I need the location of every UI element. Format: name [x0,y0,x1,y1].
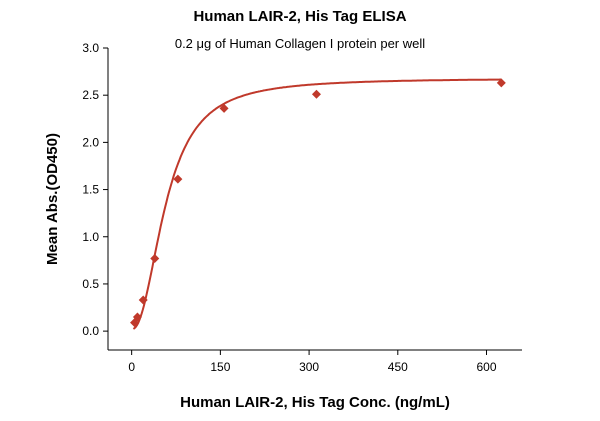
fit-curve [132,78,502,330]
data-point [138,295,148,305]
axes [107,48,522,351]
data-point [150,253,160,263]
chart-subtitle: 0.2 μg of Human Collagen I protein per w… [174,36,426,51]
x-tick-label: 450 [388,360,408,374]
x-tick-label: 0 [128,360,135,374]
y-tick-label: 0.0 [82,324,99,338]
data-point [173,174,183,184]
y-tick-label: 2.0 [82,135,99,149]
y-tick-label: 2.5 [82,88,99,102]
x-axis-label: Human LAIR-2, His Tag Conc. (ng/mL) [180,394,450,411]
y-tick-label: 1.5 [82,183,99,197]
data-point [496,78,506,88]
data-point [219,103,229,113]
data-points [130,78,506,328]
y-axis-label: Mean Abs.(OD450) [44,133,61,265]
data-point [132,312,142,322]
data-point [311,89,321,99]
x-tick-label: 150 [210,360,230,374]
x-tick-label: 600 [476,360,496,374]
y-tick-label: 1.0 [82,230,99,244]
y-tick-label: 3.0 [82,41,99,55]
ticks: 0.0 0.5 1.0 1.5 2.0 2.5 3.0 0 150 300 450 600 [82,41,497,374]
x-tick-label: 300 [299,360,319,374]
chart-title: Human LAIR-2, His Tag ELISA [193,8,407,25]
y-tick-label: 0.5 [82,277,99,291]
